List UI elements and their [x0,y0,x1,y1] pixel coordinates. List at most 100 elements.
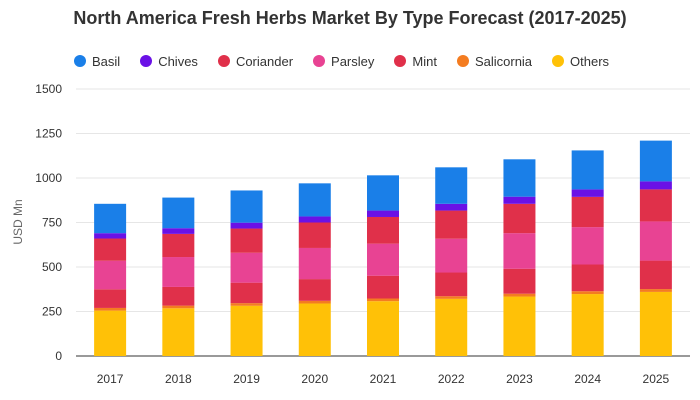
bar-chives-2019[interactable] [230,222,263,229]
x-axis-ticks: 2017 2018 2019 2020 2021 2022 2023 2024 2025 [97,372,670,386]
legend-swatch-coriander [217,55,230,67]
bar-salicornia-2018[interactable] [162,305,195,309]
legend-label-salicornia: Salicornia [474,53,533,69]
bar-salicornia-2022[interactable] [435,296,468,299]
x-tick-label: 2021 [370,372,397,386]
bar-others-2019[interactable] [230,305,263,356]
legend-swatch-chives [140,55,153,67]
legend-item-others[interactable]: Others [552,54,609,69]
bar-salicornia-2021[interactable] [367,298,399,302]
legend-item-chives[interactable]: Chives [140,54,198,69]
bar-parsley-2021[interactable] [367,243,399,276]
legend-item-salicornia[interactable]: Salicornia [456,53,533,69]
bar-mint-2020[interactable] [298,279,331,301]
bar-basil-2019[interactable] [230,190,263,223]
x-tick-label: 2020 [301,372,328,386]
bar-salicornia-2019[interactable] [230,303,263,306]
bar-coriander-2022[interactable] [435,210,468,239]
x-tick-label: 2025 [643,372,670,386]
bar-chives-2017[interactable] [94,233,127,239]
y-axis-label: USD Mn [11,199,25,244]
bar-coriander-2025[interactable] [639,189,672,222]
bar-others-2017[interactable] [94,310,127,356]
chart-legend: Basil Chives Coriander Parsley Mint Sali… [74,53,609,69]
bar-mint-2024[interactable] [571,264,604,292]
bar-coriander-2017[interactable] [94,238,127,261]
bar-coriander-2023[interactable] [503,203,536,234]
legend-item-mint[interactable]: Mint [394,54,437,69]
legend-label-parsley: Parsley [331,53,375,69]
bar-mint-2018[interactable] [162,286,195,306]
bar-chives-2021[interactable] [367,210,399,217]
bar-mint-2019[interactable] [230,282,263,304]
y-tick-label: 0 [55,349,62,363]
y-tick-label: 250 [42,305,62,319]
bar-others-2022[interactable] [435,298,468,356]
bar-parsley-2023[interactable] [503,233,536,269]
bar-parsley-2017[interactable] [94,260,127,290]
bar-parsley-2024[interactable] [571,227,604,265]
bar-basil-2021[interactable] [367,175,399,211]
bar-coriander-2024[interactable] [571,196,604,228]
bar-basil-2025[interactable] [639,140,672,182]
bar-chives-2025[interactable] [639,181,672,190]
bar-mint-2017[interactable] [94,289,127,308]
bar-chives-2018[interactable] [162,228,195,234]
bar-basil-2024[interactable] [571,150,604,190]
legend-item-parsley[interactable]: Parsley [313,54,374,69]
bar-coriander-2019[interactable] [230,228,263,253]
bar-others-2018[interactable] [162,308,195,356]
legend-swatch-parsley [313,55,326,67]
bar-coriander-2018[interactable] [162,233,195,258]
bar-salicornia-2025[interactable] [639,289,672,292]
bar-basil-2018[interactable] [162,197,195,229]
bar-basil-2022[interactable] [435,167,468,204]
legend-swatch-others [552,55,565,67]
bar-salicornia-2020[interactable] [298,300,331,304]
bar-coriander-2021[interactable] [367,216,399,244]
x-tick-label: 2022 [438,372,465,386]
bar-others-2020[interactable] [298,303,331,356]
x-tick-label: 2019 [233,372,260,386]
bar-chives-2020[interactable] [298,216,331,223]
legend-label-mint: Mint [412,53,437,69]
bar-mint-2021[interactable] [367,275,399,299]
bar-others-2023[interactable] [503,296,536,356]
bar-parsley-2020[interactable] [298,247,331,280]
bar-chives-2024[interactable] [571,189,604,197]
bar-basil-2023[interactable] [503,159,536,197]
bar-others-2024[interactable] [571,294,604,356]
legend-label-others: Others [570,53,610,69]
y-axis-ticks: 0 250 500 750 1000 1250 1500 [35,82,62,363]
y-tick-label: 1250 [35,127,62,141]
bar-chives-2022[interactable] [435,203,468,211]
bar-mint-2022[interactable] [435,272,468,297]
legend-label-chives: Chives [158,53,198,69]
legend-label-basil: Basil [92,53,121,69]
bar-coriander-2020[interactable] [298,222,331,248]
bar-parsley-2022[interactable] [435,238,468,273]
bar-mint-2023[interactable] [503,268,536,294]
legend-swatch-salicornia [456,55,469,67]
bar-parsley-2019[interactable] [230,252,263,283]
x-tick-label: 2018 [165,372,192,386]
legend-swatch-mint [394,55,407,67]
legend-label-coriander: Coriander [235,53,294,69]
legend-item-basil[interactable]: Basil [74,54,120,69]
bar-basil-2020[interactable] [298,183,331,217]
bar-salicornia-2024[interactable] [571,291,604,295]
bar-parsley-2018[interactable] [162,257,195,287]
x-tick-label: 2023 [506,372,533,386]
bar-salicornia-2023[interactable] [503,293,536,297]
bar-parsley-2025[interactable] [639,221,672,261]
bar-others-2021[interactable] [367,301,399,356]
bar-chives-2023[interactable] [503,196,536,204]
bar-mint-2025[interactable] [639,260,672,290]
bar-salicornia-2017[interactable] [94,307,127,311]
y-tick-label: 750 [42,216,62,230]
bar-basil-2017[interactable] [94,203,127,234]
chart-title: North America Fresh Herbs Market By Type… [73,8,627,28]
legend-item-coriander[interactable]: Coriander [217,53,294,69]
bar-others-2025[interactable] [639,291,672,356]
